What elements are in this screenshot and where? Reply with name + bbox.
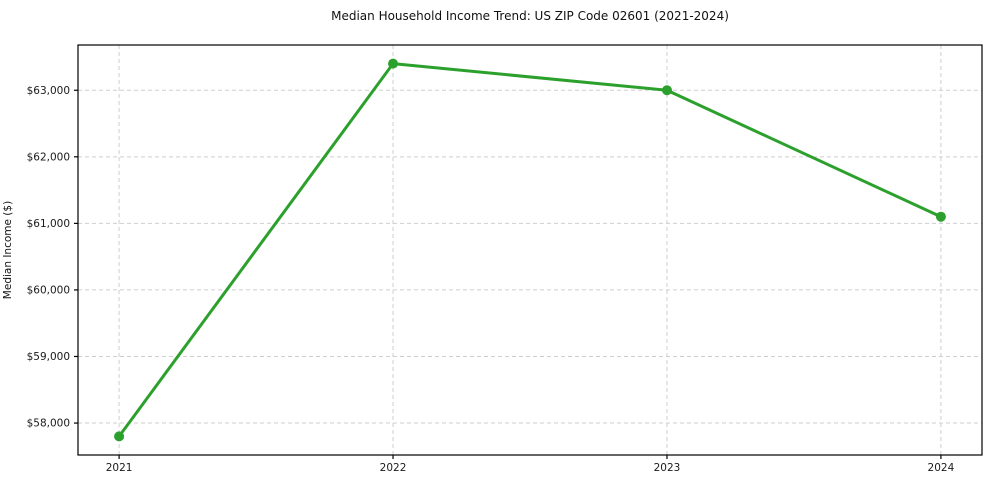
axes-frame bbox=[77, 44, 983, 456]
y-tick-label: $60,000 bbox=[27, 284, 70, 296]
y-tick-label: $63,000 bbox=[27, 85, 70, 97]
data-point-2024 bbox=[935, 211, 946, 222]
plot-background bbox=[78, 45, 982, 455]
y-axis-title: Median Income ($) bbox=[2, 200, 14, 300]
y-tick-label: $62,000 bbox=[27, 151, 70, 163]
data-point-2022 bbox=[388, 58, 399, 69]
data-point-2021 bbox=[114, 431, 125, 442]
y-tick-label: $58,000 bbox=[27, 418, 70, 430]
data-point-2023 bbox=[661, 85, 672, 96]
chart-title: Median Household Income Trend: US ZIP Co… bbox=[331, 9, 729, 23]
trend-line bbox=[117, 62, 943, 438]
x-tick-label: 2024 bbox=[928, 462, 955, 474]
y-tick-label: $61,000 bbox=[27, 218, 70, 230]
x-tick-label: 2023 bbox=[654, 462, 681, 474]
x-tick-label: 2021 bbox=[106, 462, 133, 474]
y-tick-label: $59,000 bbox=[27, 351, 70, 363]
x-tick-label: 2022 bbox=[380, 462, 407, 474]
